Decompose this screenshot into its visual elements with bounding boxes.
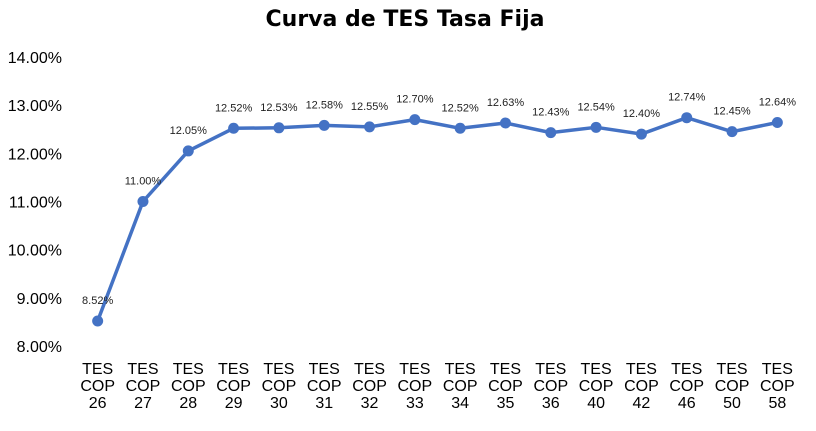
x-tick-label: TES COP 31 [307,361,342,412]
data-label: 12.43% [532,107,570,119]
data-point [92,315,104,327]
data-label: 12.40% [623,108,661,120]
y-tick-label: 13.00% [8,98,62,115]
x-tick-label: TES COP 58 [760,361,795,412]
data-label: 12.53% [260,102,298,114]
data-label: 12.52% [215,102,253,114]
series-line [95,115,780,323]
data-point [182,145,194,157]
x-tick-label: TES COP 26 [80,361,115,412]
x-tick-label: TES COP 36 [533,361,568,412]
data-label: 12.55% [351,101,389,113]
data-label: 12.45% [713,106,751,118]
data-point [228,122,240,134]
data-labels: 8.52% 11.00% 12.05% 12.52% 12.53% 12.58% 12.55… [82,92,796,307]
y-tick-label: 11.00% [9,195,62,212]
data-label: 12.58% [306,99,344,111]
data-point [318,119,330,131]
data-point [409,114,421,126]
data-points [92,112,783,327]
data-point [137,196,149,207]
x-tick-label: TES COP 33 [398,361,433,412]
data-label: 12.54% [577,101,615,113]
y-tick-label: 14.00% [8,50,62,67]
data-label: 12.70% [396,94,434,106]
data-point [635,128,647,140]
y-tick-label: 10.00% [8,243,62,260]
y-axis: 8.00% 9.00% 10.00% 11.00% 12.00% 13.00% 14.00% [8,50,62,356]
y-tick-label: 8.00% [17,339,62,356]
data-point [590,121,602,133]
x-axis: TES COP 26 TES COP 27 TES COP 28 TES COP 29 TES COP 30… [80,361,794,412]
data-point [454,122,466,134]
data-label: 11.00% [125,176,162,188]
data-point [499,117,511,129]
y-tick-label: 12.00% [8,146,62,163]
data-label: 12.63% [487,97,525,109]
chart-title: Curva de TES Tasa Fija [266,7,545,32]
data-point [726,126,738,138]
x-tick-label: TES COP 29 [216,361,251,412]
data-point [681,112,693,124]
data-point [545,127,557,139]
x-tick-label: TES COP 34 [443,361,478,412]
data-label: 8.52% [82,295,113,307]
data-point [364,121,376,133]
x-tick-label: TES COP 28 [171,361,206,412]
data-label: 12.05% [170,125,208,137]
x-tick-label: TES COP 40 [579,361,614,412]
data-label: 12.64% [759,97,797,109]
x-tick-label: TES COP 32 [352,361,387,412]
x-tick-label: TES COP 46 [669,361,704,412]
data-point [771,117,783,129]
x-tick-label: TES COP 30 [262,361,297,412]
y-tick-label: 9.00% [17,291,62,308]
x-tick-label: TES COP 35 [488,361,523,412]
data-label: 12.52% [442,102,480,114]
data-point [273,122,285,134]
x-tick-label: TES COP 42 [624,361,659,412]
data-label: 12.74% [668,92,706,104]
x-tick-label: TES COP 27 [126,361,161,412]
x-tick-label: TES COP 50 [715,361,750,412]
